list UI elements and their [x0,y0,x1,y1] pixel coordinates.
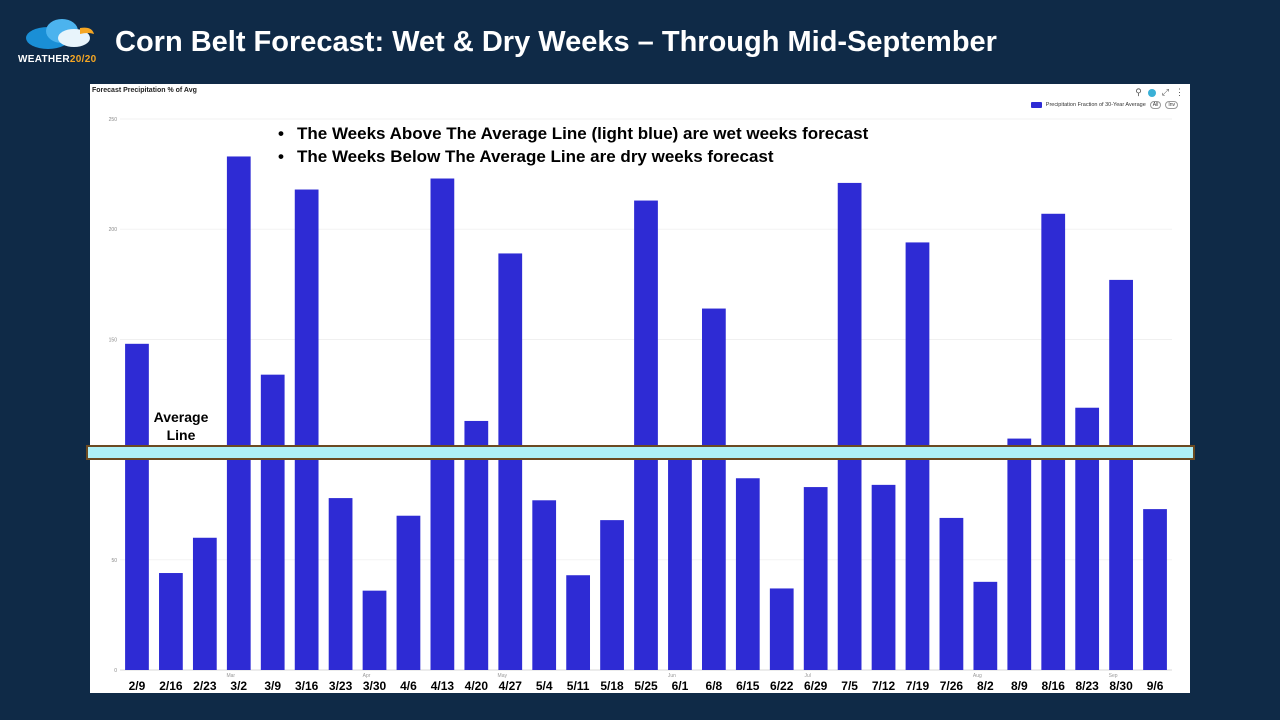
x-tick-label: 2/16 [159,679,183,693]
y-tick-label: 50 [111,558,117,564]
bar [159,573,183,670]
bullet-wet: The Weeks Above The Average Line (light … [278,122,868,145]
month-label: Aug [973,673,982,679]
x-tick-label: 8/16 [1042,679,1066,693]
x-tick-label: 2/9 [129,679,146,693]
badge-icon[interactable] [1147,88,1156,97]
weather2020-logo [18,14,100,68]
x-tick-label: 3/9 [264,679,281,693]
x-tick-label: 3/30 [363,679,387,693]
x-tick-label: 5/4 [536,679,553,693]
y-tick-label: 150 [109,337,118,343]
x-tick-label: 4/13 [431,679,455,693]
x-tick-label: 3/23 [329,679,353,693]
x-tick-label: 6/22 [770,679,794,693]
logo-text: WEATHER20/20 [18,54,97,65]
average-label-line1: Average [153,409,209,425]
x-tick-label: 6/1 [672,679,689,693]
bar [566,575,591,670]
month-label: Jun [668,673,676,679]
bar-chart: 0501001502002502/92/162/233/23/93/163/23… [109,117,1172,693]
x-tick-label: 3/2 [230,679,247,693]
bar [362,590,387,670]
slide-title: Corn Belt Forecast: Wet & Dry Weeks – Th… [115,26,997,58]
bullet-dry: The Weeks Below The Average Line are dry… [278,145,868,168]
x-tick-label: 5/18 [600,679,624,693]
bar [837,182,862,670]
x-tick-label: 6/29 [804,679,828,693]
bar [430,178,455,670]
x-tick-label: 7/26 [940,679,964,693]
more-icon[interactable]: ⋮ [1175,87,1184,97]
average-line-band [86,445,1195,460]
x-tick-label: 8/9 [1011,679,1028,693]
bar [600,520,624,670]
bar [1007,438,1032,670]
bar [464,420,489,670]
bar [1143,509,1167,670]
month-label: Mar [226,673,235,679]
bar [1075,407,1100,670]
panel-tools: ⚲ ⤢ ⋮ [1135,87,1184,98]
x-tick-label: 8/30 [1109,679,1133,693]
legend-swatch [1030,102,1042,108]
bar [294,189,319,670]
x-tick-label: 4/27 [499,679,523,693]
filter-icon[interactable]: ⚲ [1135,87,1142,97]
x-tick-label: 4/6 [400,679,417,693]
bar [125,343,149,670]
x-tick-label: 5/11 [567,679,590,693]
x-tick-label: 4/20 [465,679,489,693]
bar [1041,213,1066,670]
x-tick-label: 3/16 [295,679,319,693]
month-label: Jul [804,673,810,679]
bar [260,374,285,670]
x-tick-label: 6/15 [736,679,760,693]
cloud-logo-icon [26,19,94,49]
bar [973,581,998,670]
average-label-line2: Line [166,427,196,443]
x-tick-label: 7/19 [906,679,930,693]
x-tick-label: 9/6 [1147,679,1164,693]
legend: Precipitation Fraction of 30-Year Averag… [1030,101,1178,109]
bar [668,447,692,670]
panel-title: Forecast Precipitation % of Avg [92,87,197,94]
x-tick-label: 5/25 [634,679,658,693]
x-tick-label: 7/5 [841,679,858,693]
bar [634,200,658,670]
x-tick-label: 7/12 [872,679,896,693]
bar [532,500,557,670]
bar [871,484,896,670]
month-label: May [498,673,508,679]
x-tick-label: 8/23 [1075,679,1099,693]
chart-panel: Forecast Precipitation % of Avg ⚲ ⤢ ⋮ Pr… [90,84,1190,693]
y-tick-label: 0 [114,668,117,674]
bar [939,517,964,670]
x-tick-label: 6/8 [706,679,723,693]
x-tick-label: 2/23 [193,679,217,693]
bar [192,537,217,670]
legend-all-button[interactable]: All [1149,101,1162,109]
bar [1109,279,1133,670]
bar [701,308,726,670]
bar [769,588,794,670]
bar [226,156,251,670]
month-label: Apr [363,673,371,679]
legend-label: Precipitation Fraction of 30-Year Averag… [1045,102,1146,108]
x-tick-label: 8/2 [977,679,994,693]
average-line-label: Average Line [150,408,212,444]
bar [735,478,760,670]
bar [396,515,421,670]
y-tick-label: 200 [109,227,118,233]
y-tick-label: 250 [109,117,118,123]
bar [803,487,828,670]
expand-icon[interactable]: ⤢ [1161,87,1169,97]
month-label: Sep [1109,673,1118,679]
legend-inv-button[interactable]: Inv [1165,101,1178,109]
bar [498,253,523,670]
bar [328,498,353,670]
annotation-bullets: The Weeks Above The Average Line (light … [278,122,868,168]
